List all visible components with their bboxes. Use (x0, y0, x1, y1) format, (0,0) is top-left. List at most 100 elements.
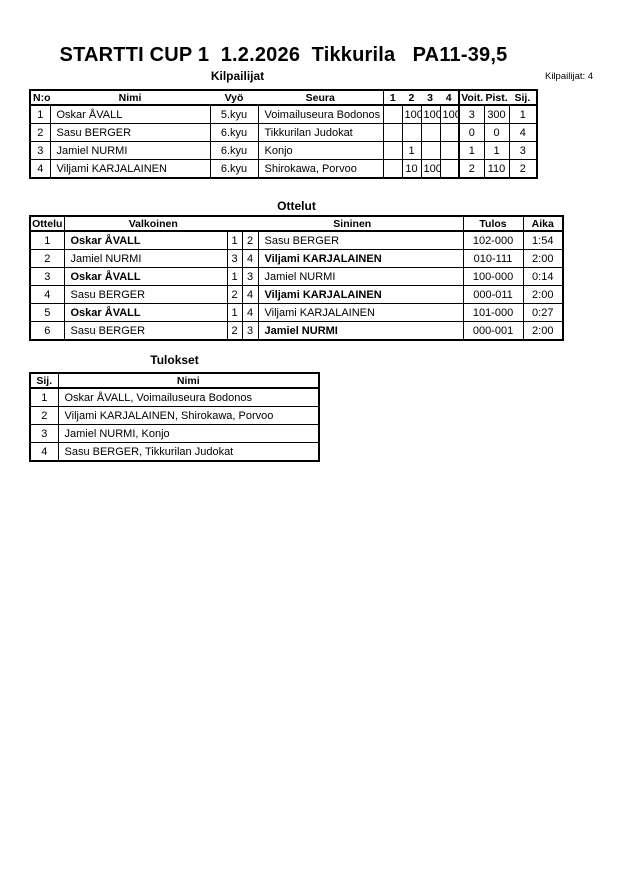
cell-no: 3 (29, 141, 51, 160)
column-header-round-3: 3 (427, 91, 433, 104)
cell-round-3: 100 (420, 159, 441, 179)
cell-white-name: Oskar ÅVALL (63, 267, 228, 286)
cell-aika: 2:00 (522, 285, 564, 304)
section-title-kilpailijat: Kilpailijat (210, 69, 265, 83)
standings-table: Sij. Nimi 1 Oskar ÅVALL, Voimailuseura B… (29, 372, 320, 462)
cell-competitor: Oskar ÅVALL, Voimailuseura Bodonos (57, 387, 320, 407)
match-row: 4 Sasu BERGER 2 4 Viljami KARJALAINEN 00… (29, 285, 564, 304)
column-header-round-4: 4 (445, 91, 452, 104)
column-header-voit: Voit. (461, 91, 484, 104)
column-header-sininen: Sininen (242, 216, 464, 232)
cell-match-no: 6 (29, 321, 65, 341)
cell-white-num: 1 (226, 230, 243, 250)
competitor-row: 2 Sasu BERGER 6.kyu Tikkurilan Judokat 0… (29, 123, 538, 142)
cell-round-1 (382, 141, 403, 160)
cell-seura: Konjo (257, 141, 384, 160)
cell-blue-num: 3 (241, 321, 259, 341)
match-row: 3 Oskar ÅVALL 1 3 Jamiel NURMI 100-000 0… (29, 267, 564, 286)
cell-aika: 0:27 (522, 303, 564, 322)
cell-seura: Voimailuseura Bodonos (257, 104, 384, 124)
cell-blue-num: 4 (241, 285, 259, 304)
cell-rank: 3 (29, 424, 59, 443)
column-header-vyo: Vyö (210, 90, 258, 106)
cell-round-3: 100 (420, 104, 441, 124)
cell-tulos: 100-000 (462, 267, 524, 286)
cell-round-1 (382, 123, 403, 142)
cell-match-no: 3 (29, 267, 65, 286)
cell-voit: 1 (458, 141, 485, 160)
cell-tulos: 000-001 (462, 321, 524, 341)
cell-white-num: 1 (226, 267, 243, 286)
cell-white-name: Oskar ÅVALL (63, 230, 228, 250)
column-header-aika: Aika (522, 216, 564, 232)
cell-round-2: 100 (401, 104, 422, 124)
competitors-table: N:o Nimi Vyö Seura 1 2 3 4 Voit. Pist. S… (29, 89, 539, 179)
cell-competitor: Sasu BERGER, Tikkurilan Judokat (57, 442, 320, 462)
column-header-ottelu: Ottelu (30, 216, 64, 232)
cell-match-no: 5 (29, 303, 65, 322)
cell-match-no: 2 (29, 249, 65, 268)
column-header-nimi: Nimi (57, 373, 319, 389)
column-header-results-group: Voit. Pist. Sij. (457, 90, 538, 106)
cell-blue-num: 2 (241, 230, 259, 250)
column-header-rounds-group: 1 2 3 4 (382, 90, 459, 106)
cell-round-1 (382, 159, 403, 179)
cell-blue-num: 3 (241, 267, 259, 286)
cell-blue-num: 4 (241, 303, 259, 322)
cell-rank: 2 (29, 406, 59, 425)
cell-voit: 0 (458, 123, 485, 142)
cell-tulos: 010-111 (462, 249, 524, 268)
cell-voit: 2 (458, 159, 485, 179)
column-header-sij: Sij. (514, 91, 531, 104)
cell-round-4 (439, 141, 460, 160)
cell-sij: 4 (508, 123, 538, 142)
competitor-count-label: Kilpailijat: 4 (545, 71, 594, 82)
cell-aika: 2:00 (522, 321, 564, 341)
cell-vyo: 6.kyu (209, 123, 259, 142)
cell-round-4 (439, 123, 460, 142)
cell-nimi: Sasu BERGER (49, 123, 211, 142)
cell-aika: 1:54 (522, 230, 564, 250)
standing-row: 4 Sasu BERGER, Tikkurilan Judokat (29, 442, 320, 462)
cell-nimi: Oskar ÅVALL (49, 104, 211, 124)
competitor-row: 1 Oskar ÅVALL 5.kyu Voimailuseura Bodono… (29, 104, 538, 124)
cell-blue-name: Viljami KARJALAINEN (257, 285, 464, 304)
cell-blue-name: Sasu BERGER (257, 230, 464, 250)
match-row: 5 Oskar ÅVALL 1 4 Viljami KARJALAINEN 10… (29, 303, 564, 322)
competitors-header-row: N:o Nimi Vyö Seura 1 2 3 4 Voit. Pist. S… (30, 90, 538, 106)
cell-competitor: Viljami KARJALAINEN, Shirokawa, Porvoo (57, 406, 320, 425)
cell-aika: 2:00 (522, 249, 564, 268)
cell-pist: 300 (483, 104, 510, 124)
column-header-sij: Sij. (30, 373, 58, 389)
cell-no: 2 (29, 123, 51, 142)
cell-seura: Tikkurilan Judokat (257, 123, 384, 142)
cell-match-no: 1 (29, 230, 65, 250)
cell-pist: 110 (483, 159, 510, 179)
cell-rank: 4 (29, 442, 59, 462)
cell-sij: 2 (508, 159, 538, 179)
cell-seura: Shirokawa, Porvoo (257, 159, 384, 179)
cell-pist: 1 (483, 141, 510, 160)
cell-round-2: 10 (401, 159, 422, 179)
cell-round-4 (439, 159, 460, 179)
column-header-seura: Seura (258, 90, 383, 106)
cell-round-3 (420, 141, 441, 160)
cell-white-num: 2 (226, 285, 243, 304)
cell-no: 4 (29, 159, 51, 179)
column-header-round-1: 1 (389, 91, 396, 104)
page-title: STARTTI CUP 1 1.2.2026 Tikkurila PA11-39… (59, 44, 508, 66)
cell-round-2: 1 (401, 141, 422, 160)
cell-vyo: 6.kyu (209, 141, 259, 160)
match-row: 2 Jamiel NURMI 3 4 Viljami KARJALAINEN 0… (29, 249, 564, 268)
match-row: 6 Sasu BERGER 2 3 Jamiel NURMI 000-001 2… (29, 321, 564, 341)
cell-pist: 0 (483, 123, 510, 142)
column-header-round-2: 2 (408, 91, 415, 104)
section-title-tulokset: Tulokset (150, 353, 199, 367)
cell-blue-name: Jamiel NURMI (257, 321, 464, 341)
column-header-pist: Pist. (485, 91, 508, 104)
column-header-tulos: Tulos (462, 216, 524, 232)
cell-nimi: Jamiel NURMI (49, 141, 211, 160)
cell-sij: 1 (508, 104, 538, 124)
cell-tulos: 000-011 (462, 285, 524, 304)
cell-match-no: 4 (29, 285, 65, 304)
